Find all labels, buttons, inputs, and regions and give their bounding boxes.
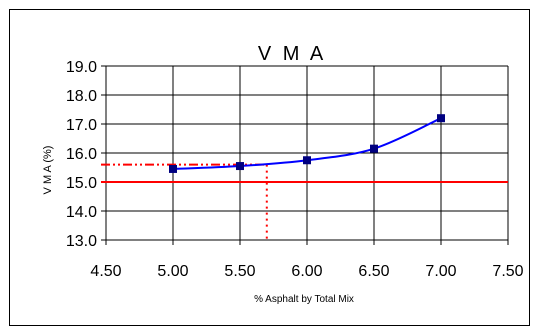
y-tick-label: 16.0 — [66, 146, 97, 163]
x-tick-label: 7.00 — [425, 263, 456, 280]
x-tick-label: 6.00 — [291, 263, 322, 280]
data-point — [169, 164, 177, 173]
x-tick-label: 4.50 — [90, 263, 121, 280]
x-tick-label: 7.50 — [492, 263, 523, 280]
data-point — [370, 144, 378, 153]
series — [169, 114, 445, 173]
y-tick-labels: 13.0 14.0 15.0 16.0 17.0 18.0 19.0 — [66, 59, 97, 250]
grid — [101, 65, 509, 245]
x-tick-label: 5.50 — [224, 263, 255, 280]
y-axis-label: V M A (%) — [42, 146, 54, 195]
y-tick-label: 18.0 — [66, 88, 97, 105]
y-tick-label: 14.0 — [66, 204, 97, 221]
x-tick-label: 5.00 — [157, 263, 188, 280]
chart-title: V M A — [258, 43, 326, 65]
x-axis-label: % Asphalt by Total Mix — [254, 294, 354, 305]
x-tick-labels: 4.50 5.00 5.50 6.00 6.50 7.00 7.50 — [90, 263, 523, 280]
data-point — [303, 156, 311, 165]
y-tick-label: 15.0 — [66, 175, 97, 192]
chart-frame — [9, 9, 530, 326]
x-tick-label: 6.50 — [358, 263, 389, 280]
y-tick-label: 17.0 — [66, 117, 97, 134]
y-tick-label: 13.0 — [66, 233, 97, 250]
data-point — [437, 114, 445, 123]
reference-lines — [101, 163, 508, 240]
data-point — [236, 162, 244, 171]
y-tick-label: 19.0 — [66, 59, 97, 76]
